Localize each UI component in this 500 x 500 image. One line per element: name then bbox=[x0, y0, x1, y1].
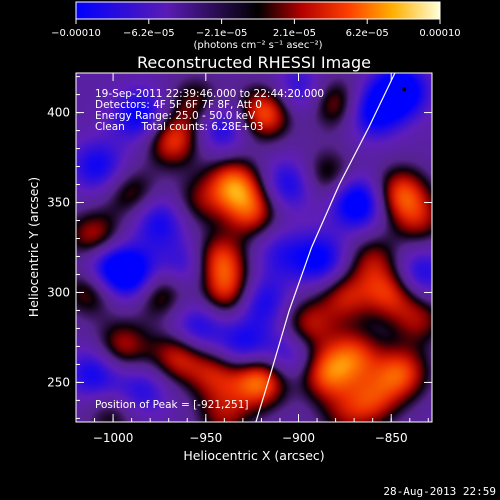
colorbar: −0.00010 −6.2e−05 −2.1e−05 2.1e−05 6.2e−05 0.… bbox=[51, 1, 461, 51]
solar-limb-line bbox=[255, 73, 396, 422]
peak-position-label: Position of Peak = [-921,251] bbox=[95, 399, 249, 411]
timestamp-footer: 28-Aug-2013 22:59 bbox=[383, 485, 496, 498]
heatmap-image bbox=[76, 73, 432, 422]
y-tick-label: 300 bbox=[47, 285, 70, 299]
y-tick-label: 400 bbox=[47, 106, 70, 120]
annotation-line: 19-Sep-2011 22:39:46.000 to 22:44:20.000 bbox=[95, 88, 324, 100]
colorbar-gradient bbox=[75, 1, 441, 20]
annotation-line: Detectors: 4F 5F 6F 7F 8F, Att 0 bbox=[95, 99, 262, 111]
x-tick-label: −900 bbox=[282, 431, 315, 445]
peak-marker bbox=[402, 87, 407, 92]
chart-title: Reconstructed RHESSI Image bbox=[137, 53, 371, 72]
y-tick-label: 350 bbox=[47, 196, 70, 210]
annotation-block: 19-Sep-2011 22:39:46.000 to 22:44:20.000… bbox=[95, 88, 324, 133]
x-tick-label: −1000 bbox=[93, 431, 134, 445]
colorbar-tick-label: 2.1e−05 bbox=[273, 28, 316, 39]
y-tick-label: 250 bbox=[47, 375, 70, 389]
y-axis-label: Heliocentric Y (arcsec) bbox=[26, 177, 41, 317]
colorbar-units: (photons cm⁻² s⁻¹ asec⁻²) bbox=[193, 40, 322, 51]
colorbar-ticks: −0.00010 −6.2e−05 −2.1e−05 2.1e−05 6.2e−05 0.… bbox=[51, 19, 461, 39]
plot-area: −1000 −950 −900 −850 250 300 350 400 19-Sep-201… bbox=[47, 72, 433, 445]
colorbar-tick-label: 0.00010 bbox=[419, 28, 460, 39]
annotation-line: Energy Range: 25.0 - 50.0 keV bbox=[95, 110, 256, 122]
x-tick-label: −850 bbox=[375, 431, 408, 445]
colorbar-tick-label: −6.2e−05 bbox=[123, 28, 175, 39]
x-tick-label: −950 bbox=[189, 431, 222, 445]
colorbar-tick-label: −2.1e−05 bbox=[196, 28, 248, 39]
axis-ticks: −1000 −950 −900 −850 250 300 350 400 bbox=[47, 73, 432, 445]
plot-frame bbox=[75, 72, 433, 423]
x-axis-label: Heliocentric X (arcsec) bbox=[183, 448, 324, 463]
colorbar-tick-label: −0.00010 bbox=[51, 28, 101, 39]
colorbar-tick-label: 6.2e−05 bbox=[346, 28, 389, 39]
peak-dot bbox=[402, 87, 407, 92]
annotation-line: Clean Total counts: 6.28E+03 bbox=[95, 121, 264, 133]
